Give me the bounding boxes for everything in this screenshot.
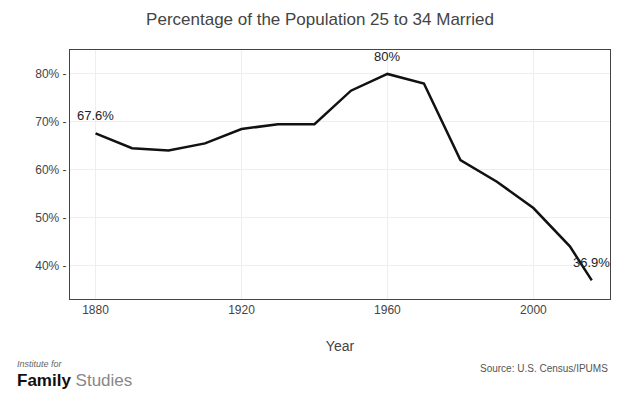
svg-text:2000: 2000 bbox=[520, 303, 547, 317]
svg-text:36.9%: 36.9% bbox=[573, 255, 610, 270]
svg-text:1880: 1880 bbox=[82, 303, 109, 317]
svg-text:Family Studies: Family Studies bbox=[17, 371, 132, 390]
svg-text:80% -: 80% - bbox=[35, 67, 66, 81]
svg-text:Year: Year bbox=[326, 338, 355, 354]
svg-text:Institute for: Institute for bbox=[17, 359, 63, 369]
svg-text:80%: 80% bbox=[374, 49, 400, 64]
svg-text:50% -: 50% - bbox=[35, 211, 66, 225]
svg-text:Percentage of the Population 2: Percentage of the Population 25 to 34 Ma… bbox=[146, 10, 494, 29]
svg-text:1920: 1920 bbox=[228, 303, 255, 317]
svg-text:60% -: 60% - bbox=[35, 163, 66, 177]
svg-text:1960: 1960 bbox=[374, 303, 401, 317]
svg-text:40% -: 40% - bbox=[35, 259, 66, 273]
svg-text:70% -: 70% - bbox=[35, 115, 66, 129]
svg-text:Source: U.S. Census/IPUMS: Source: U.S. Census/IPUMS bbox=[480, 363, 608, 374]
svg-text:67.6%: 67.6% bbox=[77, 108, 114, 123]
